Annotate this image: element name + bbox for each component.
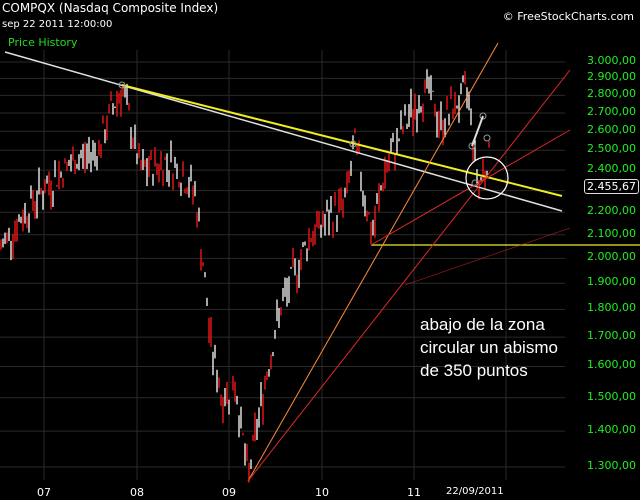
y-tick-label: 1.500,00 bbox=[587, 389, 636, 403]
y-tick-label: 2.900,00 bbox=[587, 70, 636, 84]
chart-title: COMPQX (Nasdaq Composite Index) bbox=[2, 1, 219, 15]
y-tick-label: 2.800,00 bbox=[587, 87, 636, 101]
y-tick-label: 2.600,00 bbox=[587, 123, 636, 137]
y-tick-label: 2.100,00 bbox=[587, 226, 636, 240]
copyright-notice: © FreeStockCharts.com bbox=[502, 10, 634, 23]
y-tick-label: 2.500,00 bbox=[587, 142, 636, 156]
current-price-label: 2.455,67 bbox=[584, 179, 639, 194]
series-label-price-history[interactable]: Price History bbox=[8, 36, 78, 49]
y-tick-label: 1.600,00 bbox=[587, 358, 636, 372]
y-tick-label: 2.700,00 bbox=[587, 105, 636, 119]
y-tick-label: 3.000,00 bbox=[587, 54, 636, 67]
x-tick-label: 11 bbox=[407, 486, 421, 499]
chart-datetime: sep 22 2011 12:00:00 bbox=[2, 19, 113, 30]
annotation-text: abajo de la zona circular un abismo de 3… bbox=[420, 313, 558, 382]
y-tick-label: 2.400,00 bbox=[587, 162, 636, 176]
x-tick-label: 09 bbox=[222, 486, 236, 499]
x-tick-label: 22/09/2011 bbox=[446, 486, 504, 497]
y-tick-label: 1.300,00 bbox=[587, 459, 636, 472]
y-tick-label: 1.900,00 bbox=[587, 275, 636, 289]
y-tick-label: 1.800,00 bbox=[587, 301, 636, 315]
y-tick-label: 1.700,00 bbox=[587, 329, 636, 343]
x-tick-label: 07 bbox=[37, 486, 51, 499]
annotation-line: circular un abismo bbox=[420, 338, 558, 357]
x-tick-label: 10 bbox=[315, 486, 329, 499]
annotation-line: de 350 puntos bbox=[420, 361, 528, 380]
y-tick-label: 2.000,00 bbox=[587, 250, 636, 264]
annotation-line: abajo de la zona bbox=[420, 315, 545, 334]
y-tick-label: 1.400,00 bbox=[587, 423, 636, 437]
y-tick-label: 2.200,00 bbox=[587, 204, 636, 218]
x-tick-label: 08 bbox=[130, 486, 144, 499]
